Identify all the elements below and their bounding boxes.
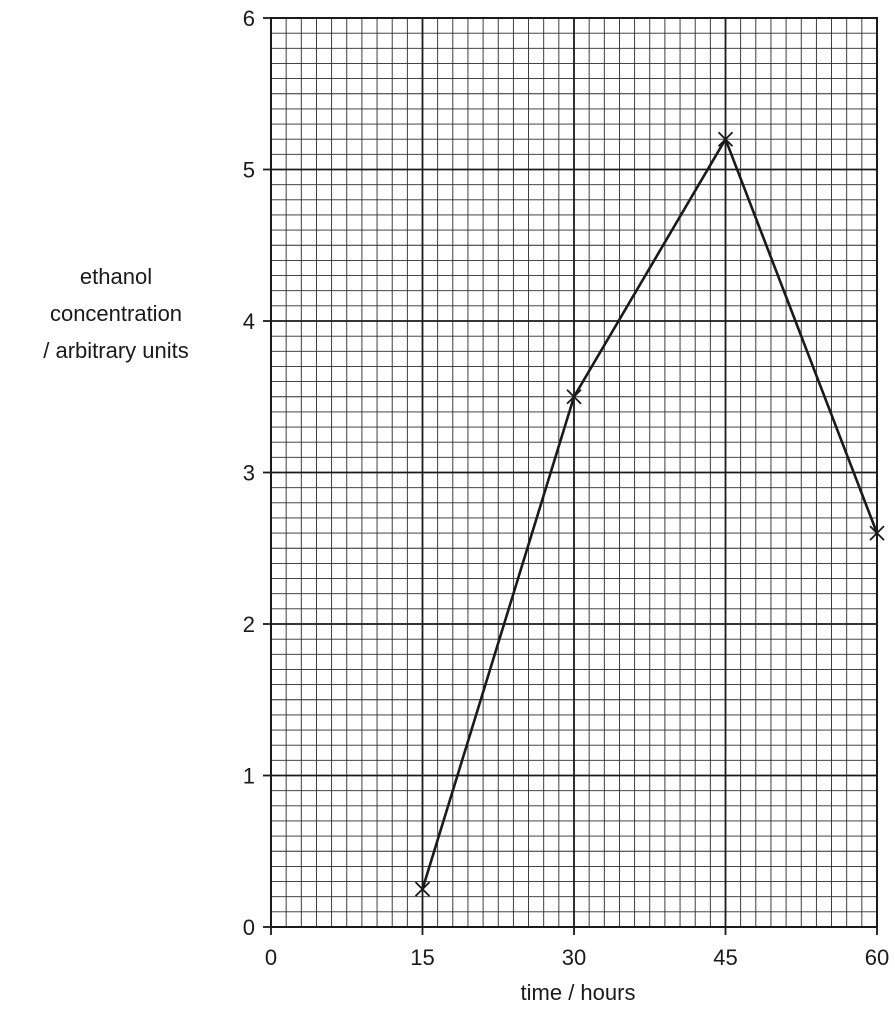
cross-stroke	[869, 525, 885, 541]
y-tick-label: 6	[243, 6, 255, 31]
y-tick-label: 2	[243, 612, 255, 637]
cross-stroke	[717, 131, 734, 147]
data-series	[414, 131, 885, 897]
x-tick-label: 30	[562, 945, 586, 970]
x-axis-label: time / hours	[521, 980, 636, 1005]
x-tick-label: 45	[713, 945, 737, 970]
x-tick-label: 15	[410, 945, 434, 970]
y-tick-label: 0	[243, 915, 255, 940]
series-line	[421, 137, 879, 890]
y-axis-label: ethanol concentration / arbitrary units	[0, 258, 232, 369]
y-tick-label: 4	[243, 309, 255, 334]
y-tick-label: 3	[243, 461, 255, 486]
y-tick-label: 1	[243, 764, 255, 789]
cross-stroke	[414, 881, 431, 897]
data-point-3	[717, 131, 734, 147]
cross-stroke	[566, 389, 582, 405]
data-point-1	[414, 881, 431, 897]
x-tick-label: 0	[265, 945, 277, 970]
data-point-4	[869, 525, 885, 541]
y-tick-label: 5	[243, 158, 255, 183]
data-point-2	[566, 389, 582, 405]
y-tick-labels: 0 1 2 3 4 5 6	[243, 6, 271, 940]
y-axis-label-line-1: ethanol	[79, 264, 153, 289]
y-axis-label-line-2: concentration	[49, 301, 183, 326]
y-axis-label-line-3: / arbitrary units	[43, 338, 189, 363]
x-tick-label: 60	[865, 945, 889, 970]
x-tick-labels: 0 15 30 45 60	[265, 927, 889, 970]
